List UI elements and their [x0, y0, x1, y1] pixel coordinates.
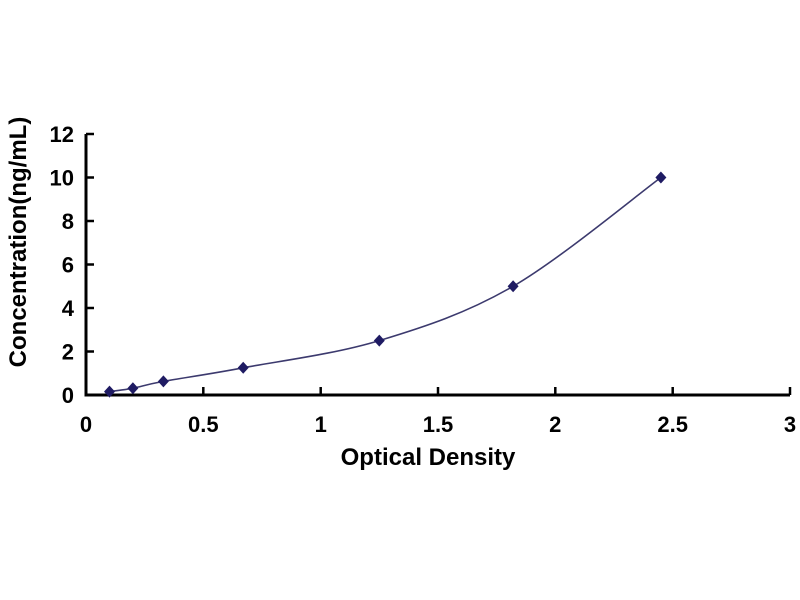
x-tick-label: 2 — [549, 412, 561, 437]
standard-curve-line — [109, 176, 662, 393]
y-tick-label: 2 — [62, 340, 74, 365]
y-axis-label: Concentration(ng/mL) — [5, 117, 32, 368]
plot-area: 0 0.5 1 1.5 2 2.5 3 0 2 4 6 8 10 12 — [50, 122, 797, 437]
y-tick-label: 12 — [50, 122, 74, 147]
x-axis-label: Optical Density — [341, 444, 516, 471]
data-point-marker — [373, 334, 385, 347]
axis-lines — [84, 134, 790, 397]
data-point-marker — [127, 382, 139, 395]
x-tick-label: 0.5 — [188, 412, 219, 437]
y-tick-label: 4 — [62, 296, 75, 321]
data-point-marker — [237, 361, 249, 374]
data-point-marker — [104, 385, 115, 398]
x-tick-label: 3 — [784, 412, 796, 437]
y-tick-label: 0 — [62, 383, 74, 408]
data-point-marker — [157, 375, 169, 388]
x-tick-label: 0 — [80, 412, 92, 437]
data-point-marker — [507, 280, 519, 293]
x-tick-label: 2.5 — [657, 412, 688, 437]
y-tick-label: 8 — [62, 209, 74, 234]
data-point-marker — [655, 171, 667, 184]
y-tick-label: 10 — [50, 166, 74, 191]
y-tick-label: 6 — [62, 253, 74, 278]
x-tick-label: 1.5 — [423, 412, 454, 437]
x-tick-label: 1 — [315, 412, 327, 437]
